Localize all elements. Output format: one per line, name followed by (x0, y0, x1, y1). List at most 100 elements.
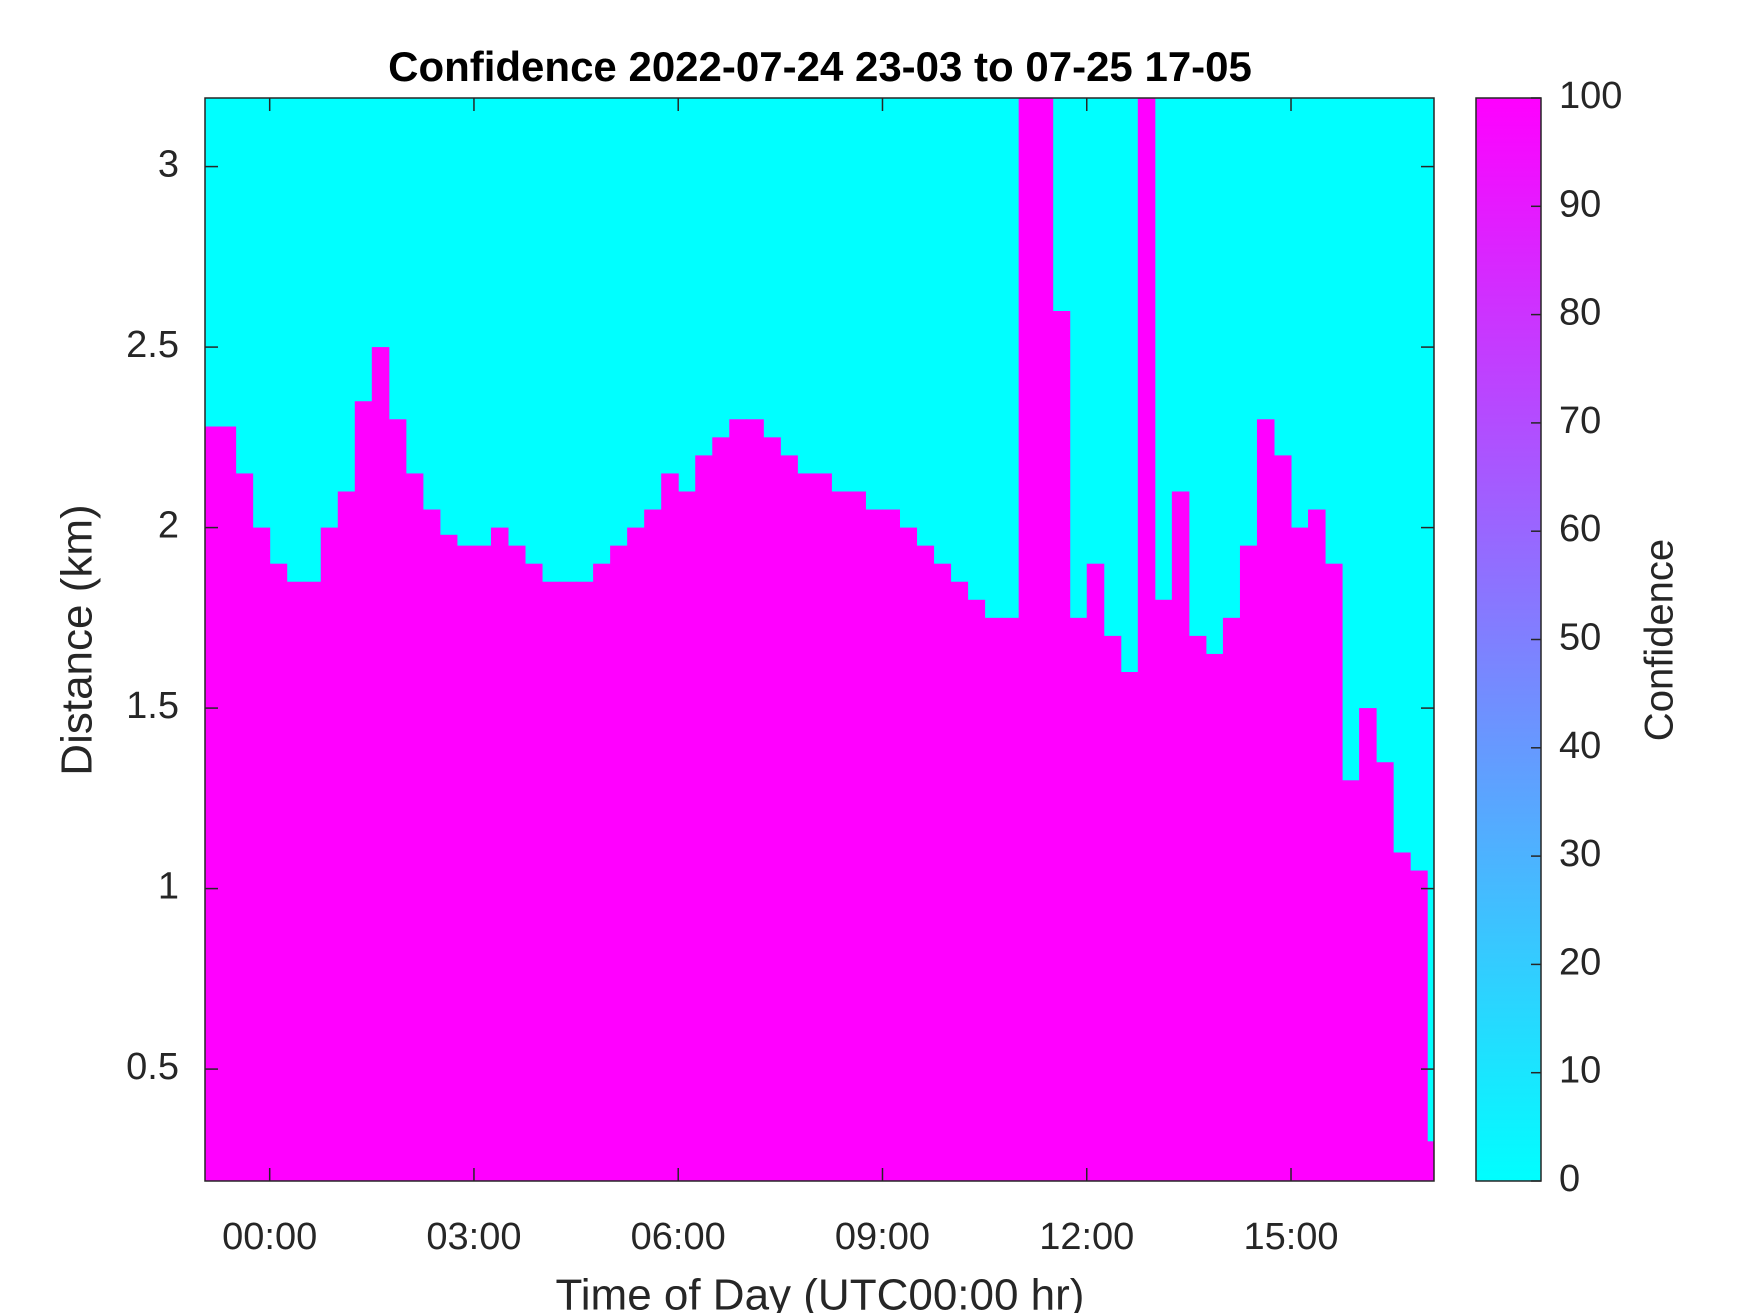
colorbar-tick-label: 40 (1559, 725, 1601, 767)
heatmap-cell (848, 491, 866, 1181)
y-tick-label: 1.5 (126, 685, 179, 727)
heatmap-cell (473, 545, 492, 1181)
heatmap-cell (695, 455, 713, 1181)
heatmap-cell (1205, 653, 1224, 1181)
y-tick-label: 2.5 (126, 324, 179, 366)
heatmap-cell (303, 581, 322, 1181)
heatmap-cell (1239, 545, 1258, 1181)
heatmap-cell (644, 509, 662, 1181)
heatmap-cell (1308, 509, 1326, 1181)
heatmap-cell (252, 527, 271, 1181)
x-tick-label: 06:00 (631, 1216, 726, 1258)
x-tick-label: 00:00 (222, 1216, 317, 1258)
heatmap-cell (1137, 98, 1156, 1181)
heatmap-cell (1188, 635, 1207, 1181)
heatmap-cell (354, 401, 373, 1181)
plot-frame (204, 97, 1435, 1182)
heatmap-cell (899, 527, 918, 1181)
heatmap-cell (950, 581, 969, 1181)
heatmap-cell (1256, 419, 1275, 1181)
heatmap-cell (882, 509, 901, 1181)
heatmap-cell (729, 419, 747, 1181)
colorbar-tick-label: 10 (1559, 1050, 1601, 1092)
heatmap-cell (712, 437, 730, 1181)
heatmap-cell (1069, 617, 1088, 1181)
heatmap-cell (1018, 98, 1037, 1181)
heatmap-cell (661, 473, 679, 1181)
colorbar-label: Confidence (1638, 539, 1682, 741)
heatmap-cell (763, 437, 781, 1181)
y-tick-label: 2 (158, 505, 179, 547)
colorbar-tick-label: 20 (1559, 941, 1601, 983)
colorbar-tick-label: 90 (1559, 183, 1601, 225)
heatmap-cell (1325, 563, 1343, 1181)
heatmap-cell (405, 473, 424, 1181)
x-tick-label: 09:00 (835, 1216, 930, 1258)
heatmap-cell (627, 527, 645, 1181)
heatmap-cell (507, 545, 526, 1181)
heatmap-cell (916, 545, 935, 1181)
heatmap-cell (456, 545, 475, 1181)
colorbar-tick-label: 70 (1559, 400, 1601, 442)
heatmap-cell (320, 527, 339, 1181)
heatmap-cell (746, 419, 764, 1181)
heatmap-cell (1342, 780, 1360, 1181)
heatmap-cell (865, 509, 883, 1181)
colorbar-tick-label: 50 (1559, 617, 1601, 659)
colorbar-tick-label: 80 (1559, 292, 1601, 334)
heatmap-cell (269, 563, 288, 1181)
heatmap-cell (576, 581, 594, 1181)
colorbar-tick-label: 100 (1559, 75, 1622, 117)
y-tick-label: 3 (158, 144, 179, 186)
heatmap-cell (1427, 1141, 1434, 1181)
heatmap-cell (967, 599, 986, 1181)
heatmap-cell (1120, 671, 1139, 1181)
heatmap-cell (525, 563, 543, 1181)
heatmap-cell (439, 534, 458, 1181)
heatmap-cell (797, 473, 815, 1181)
heatmap-cell (933, 563, 952, 1181)
heatmap-cell (678, 491, 696, 1181)
heatmap-cell (984, 617, 1003, 1181)
heatmap-cell (1035, 98, 1054, 1181)
heatmap-cell (1001, 617, 1020, 1181)
x-tick-label: 03:00 (426, 1216, 521, 1258)
heatmap-cell (831, 491, 849, 1181)
heatmap-cell (814, 473, 832, 1181)
heatmap-cell (1410, 870, 1428, 1181)
heatmap-cell (610, 545, 628, 1181)
heatmap-cell (371, 347, 390, 1181)
heatmap-cell (490, 527, 509, 1181)
heatmap-cell (1359, 708, 1377, 1181)
heatmap-cell (218, 426, 237, 1181)
x-axis-label: Time of Day (UTC00:00 hr) (556, 1271, 1085, 1313)
heatmap-cell (337, 491, 356, 1181)
y-axis-label: Distance (km) (53, 504, 102, 775)
y-tick-label: 0.5 (126, 1046, 179, 1088)
x-tick-label: 15:00 (1243, 1216, 1338, 1258)
heatmap-cell (286, 581, 305, 1181)
colorbar-tick-label: 30 (1559, 833, 1601, 875)
heatmap-cell (780, 455, 798, 1181)
heatmap-cell (1103, 635, 1122, 1181)
heatmap-cell (235, 473, 254, 1181)
heatmap (205, 98, 1434, 1181)
heatmap-cell (1393, 852, 1411, 1181)
heatmap-cell (1222, 617, 1241, 1181)
heatmap-cell (205, 426, 220, 1181)
heatmap-cell (542, 581, 560, 1181)
heatmap-cell (1291, 527, 1309, 1181)
heatmap-cell (388, 419, 407, 1181)
heatmap-cell (422, 509, 441, 1181)
heatmap-cell (559, 581, 577, 1181)
heatmap-cell (1171, 491, 1190, 1181)
y-tick-label: 1 (158, 866, 179, 908)
heatmap-cell (1376, 762, 1394, 1181)
heatmap-cell (1154, 599, 1173, 1181)
heatmap-cell (1086, 563, 1105, 1181)
heatmap-cell (593, 563, 611, 1181)
heatmap-cell (1273, 455, 1292, 1181)
x-tick-label: 12:00 (1039, 1216, 1134, 1258)
